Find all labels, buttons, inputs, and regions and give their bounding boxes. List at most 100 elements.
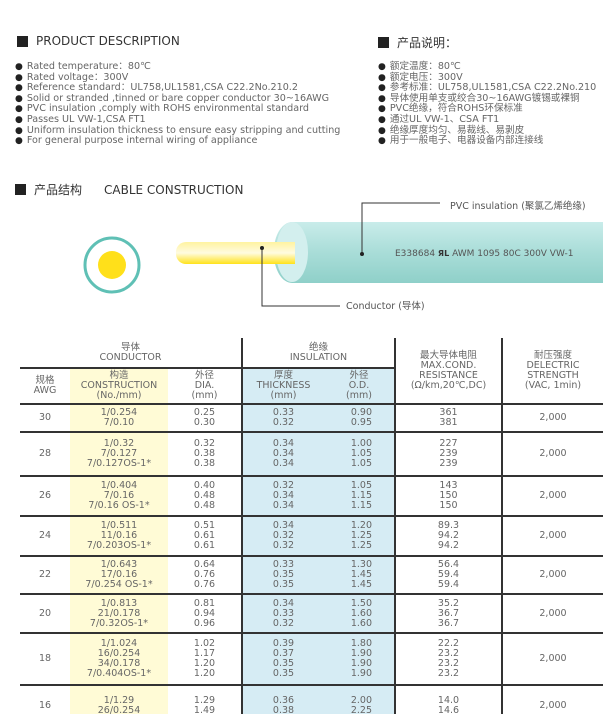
conductor-group-header: 导体 CONDUCTOR <box>20 338 242 369</box>
awg: 20 <box>20 593 70 633</box>
od-header: 外径 O.D. (mm) <box>324 368 395 404</box>
construction-cell: 1/1.29 26/0.254 <box>70 684 168 714</box>
product-description-heading: PRODUCT DESCRIPTION <box>17 34 180 48</box>
description-item: For general purpose internal wiring of a… <box>15 136 340 147</box>
awg: 30 <box>20 403 70 432</box>
thickness-cell: 0.36 0.38 <box>241 684 324 714</box>
od-cell: 1.00 1.05 1.05 <box>324 431 395 476</box>
construction-cell: 1/0.254 7/0.10 <box>70 403 168 432</box>
dia-cell: 1.02 1.17 1.20 1.20 <box>168 632 242 685</box>
ul-logo-icon: ЯL <box>437 249 450 258</box>
description-item: Solid or stranded ,tinned or bare copper… <box>15 93 340 105</box>
dielectric-cell: 2,000 <box>501 431 603 476</box>
construction-cell: 1/1.024 16/0.254 34/0.178 7/0.404OS-1* <box>70 632 168 685</box>
dielectric-cell: 2,000 <box>501 475 603 516</box>
resistance-cell: 361 381 <box>394 403 502 432</box>
table-sub-header: 规格 AWG 构造 CONSTRUCTION (No./mm) 外径 DIA. (mm) … <box>20 368 603 404</box>
heading-text: PRODUCT DESCRIPTION <box>36 34 180 48</box>
construction-cell: 1/0.32 7/0.127 7/0.127OS-1* <box>70 431 168 476</box>
dielectric-cell: 2,000 <box>501 403 603 432</box>
description-item: 通过UL VW-1、CSA FT1 <box>378 114 596 126</box>
cross-section-conductor <box>98 251 126 279</box>
resistance-cell: 89.3 94.2 94.2 <box>394 515 502 556</box>
resistance-header: 最大导体电阻 MAX.COND. RESISTANCE (Ω/km,20℃,DC) <box>394 338 502 404</box>
table-row: 18 1/1.024 16/0.254 34/0.178 7/0.404OS-1* 1.0… <box>20 632 603 685</box>
product-description-cn-heading: 产品说明： <box>378 34 457 51</box>
thickness-cell: 0.34 0.34 0.34 <box>241 431 324 476</box>
description-item: 导体使用单支或绞合30~16AWG镀锡或裸铜 <box>378 93 596 105</box>
heading-cn: 产品结构 <box>34 183 83 197</box>
dia-cell: 0.81 0.94 0.96 <box>168 593 242 633</box>
thickness-header: 厚度 THICKNESS (mm) <box>241 368 324 404</box>
description-item: Rated voltage：300V <box>15 72 340 84</box>
resistance-cell: 56.4 59.4 59.4 <box>394 555 502 594</box>
description-item: 额定电压：300V <box>378 72 596 84</box>
table-row: 16 1/1.29 26/0.254 1.29 1.49 0.36 0.38 2.00 2.25… <box>20 684 603 714</box>
dia-cell: 0.51 0.61 0.61 <box>168 515 242 556</box>
construction-cell: 1/0.404 7/0.16 7/0.16 OS-1* <box>70 475 168 516</box>
construction-header: 构造 CONSTRUCTION (No./mm) <box>70 368 168 404</box>
thickness-cell: 0.39 0.37 0.35 0.35 <box>241 632 324 685</box>
description-list-cn: 额定温度：80℃额定电压：300V参考标准：UL758,UL1581,CSA C… <box>378 61 596 147</box>
description-item: Rated temperature：80℃ <box>15 61 340 73</box>
dia-cell: 0.25 0.30 <box>168 403 242 432</box>
table-row: 22 1/0.643 17/0.16 7/0.254 OS-1* 0.64 0.76 0.7… <box>20 555 603 594</box>
resistance-cell: 22.2 23.2 23.2 23.2 <box>394 632 502 685</box>
awg: 22 <box>20 555 70 594</box>
description-item: PVC insulation ,comply with ROHS environ… <box>15 104 340 115</box>
insulation-group-header: 绝缘 INSULATION <box>241 338 395 369</box>
pvc-leader-dot <box>360 252 364 256</box>
description-item: Reference standard：UL758,UL1581,CSA C22.… <box>15 83 340 94</box>
dielectric-cell: 2,000 <box>501 632 603 685</box>
thickness-cell: 0.33 0.35 0.35 <box>241 555 324 594</box>
description-item: 用于一般电子、电器设备内部连接线 <box>378 136 596 147</box>
od-cell: 1.50 1.60 1.60 <box>324 593 395 633</box>
awg: 28 <box>20 431 70 476</box>
insulation-jacket <box>273 222 603 283</box>
awg: 26 <box>20 475 70 516</box>
od-cell: 0.90 0.95 <box>324 403 395 432</box>
dia-cell: 1.29 1.49 <box>168 684 242 714</box>
specification-table: 导体 CONDUCTOR 绝缘 INSULATION 最大导体电阻 MAX.COND.… <box>20 338 603 714</box>
od-cell: 1.20 1.25 1.25 <box>324 515 395 556</box>
description-item: 绝缘厚度均匀、易裁线、易剥皮 <box>378 125 596 137</box>
description-item: PVC绝缘，符合ROHS环保标准 <box>378 104 596 115</box>
awg: 16 <box>20 684 70 714</box>
cable-marking: E338684 ЯL AWM 1095 80C 300V VW-1 <box>395 249 573 259</box>
table-row: 26 1/0.404 7/0.16 7/0.16 OS-1* 0.40 0.48 0.48 0… <box>20 475 603 516</box>
dielectric-cell: 2,000 <box>501 515 603 556</box>
description-item: 额定温度：80℃ <box>378 61 596 73</box>
dielectric-cell: 2,000 <box>501 593 603 633</box>
heading-text: 产品说明： <box>397 36 458 50</box>
table-row: 24 1/0.511 11/0.16 7/0.203OS-1* 0.51 0.61 0.61… <box>20 515 603 556</box>
construction-cell: 1/0.511 11/0.16 7/0.203OS-1* <box>70 515 168 556</box>
dia-cell: 0.40 0.48 0.48 <box>168 475 242 516</box>
dia-header: 外径 DIA. (mm) <box>191 370 218 401</box>
marking-text: AWM 1095 80C 300V VW-1 <box>452 249 574 259</box>
table-row: 30 1/0.254 7/0.10 0.25 0.30 0.33 0.32 0.90 0.95 3… <box>20 403 603 432</box>
square-bullet-icon <box>378 37 389 48</box>
dielectric-cell: 2,000 <box>501 684 603 714</box>
awg-header: 规格 AWG <box>33 375 57 396</box>
thickness-cell: 0.34 0.32 0.32 <box>241 515 324 556</box>
dia-cell: 0.32 0.38 0.38 <box>168 431 242 476</box>
table-group-header: 导体 CONDUCTOR 绝缘 INSULATION 最大导体电阻 MAX.COND.… <box>20 338 603 404</box>
od-cell: 1.30 1.45 1.45 <box>324 555 395 594</box>
pvc-insulation-label: PVC insulation (聚氯乙烯绝缘) <box>450 201 586 212</box>
thickness-cell: 0.33 0.32 <box>241 403 324 432</box>
od-cell: 1.80 1.90 1.90 1.90 <box>324 632 395 685</box>
construction-cell: 1/0.813 21/0.178 7/0.32OS-1* <box>70 593 168 633</box>
description-item: Uniform insulation thickness to ensure e… <box>15 125 341 137</box>
description-list-en: Rated temperature：80℃Rated voltage：300VR… <box>15 61 341 147</box>
awg: 18 <box>20 632 70 685</box>
marking-code: E338684 <box>395 249 436 259</box>
resistance-cell: 227 239 239 <box>394 431 502 476</box>
conductor-exposed <box>205 242 295 264</box>
construction-cell: 1/0.643 17/0.16 7/0.254 OS-1* <box>70 555 168 594</box>
dielectric-header: 耐压强度 DELECTRIC STRENGTH (VAC, 1min) <box>501 338 603 404</box>
resistance-cell: 35.2 36.7 36.7 <box>394 593 502 633</box>
cable-construction-heading: 产品结构 CABLE CONSTRUCTION <box>15 181 243 198</box>
description-item: Passes UL VW-1,CSA FT1 <box>15 114 340 126</box>
table-row: 20 1/0.813 21/0.178 7/0.32OS-1* 0.81 0.94 0.96… <box>20 593 603 633</box>
